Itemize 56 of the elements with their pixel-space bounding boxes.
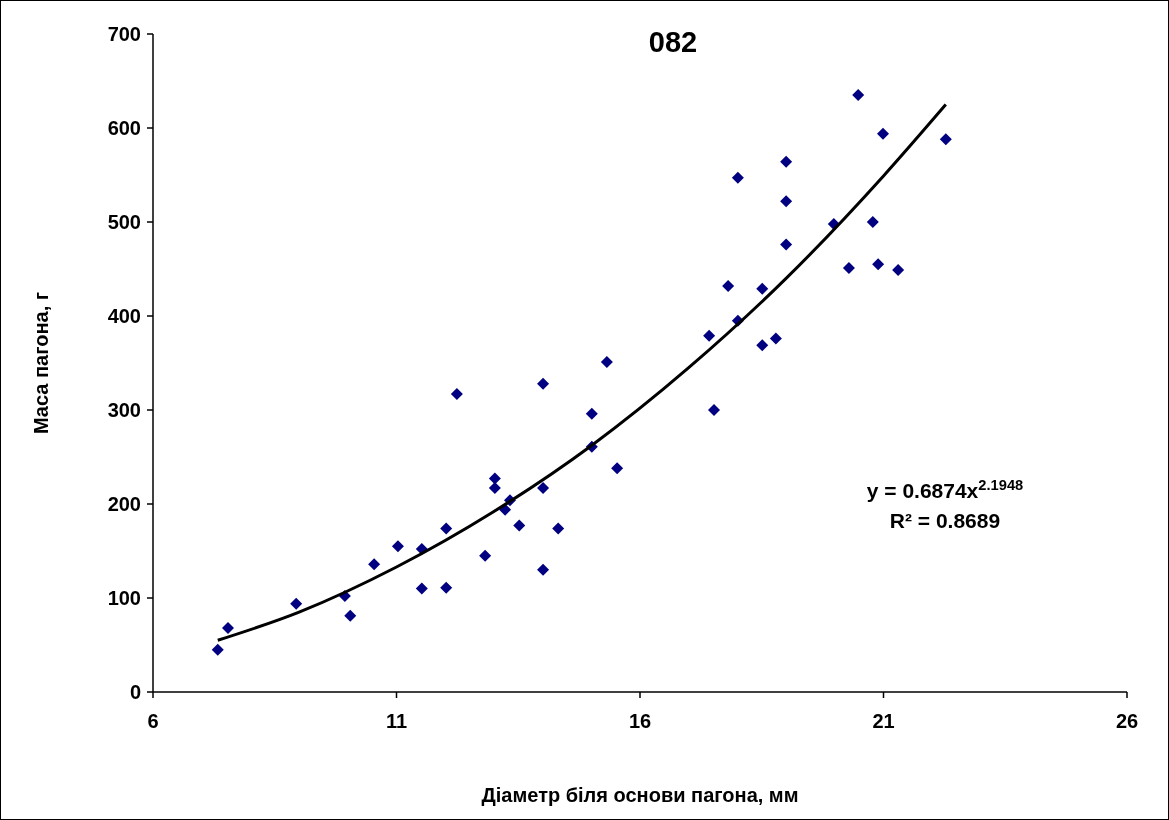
point xyxy=(585,407,598,420)
point xyxy=(872,258,885,271)
x-tick-label: 6 xyxy=(147,710,159,732)
point xyxy=(756,339,769,352)
point xyxy=(537,377,550,390)
chart-title: 082 xyxy=(648,26,698,58)
point xyxy=(708,404,721,416)
point xyxy=(731,171,744,184)
point xyxy=(537,482,550,495)
point xyxy=(780,155,793,168)
annotation: R² = 0.8689 xyxy=(889,509,1001,532)
point xyxy=(479,549,492,562)
point xyxy=(391,540,404,553)
y-tick-label: 0 xyxy=(129,681,141,703)
point xyxy=(513,519,526,532)
point xyxy=(703,329,716,342)
point xyxy=(440,581,453,594)
point xyxy=(780,238,793,251)
y-tick-label: 100 xyxy=(107,587,141,609)
point xyxy=(488,482,501,495)
x-axis-title: Діаметр біля основи пагона, мм xyxy=(481,784,799,806)
x-tick-label: 11 xyxy=(385,710,408,732)
y-axis-title: Маса пагона, г xyxy=(30,291,52,435)
point xyxy=(537,563,550,576)
point xyxy=(368,558,381,571)
y-tick-label: 600 xyxy=(107,117,141,139)
point xyxy=(877,127,890,140)
point xyxy=(756,282,769,295)
point xyxy=(780,195,793,208)
point xyxy=(344,609,357,622)
y-tick-label: 200 xyxy=(107,493,141,515)
point xyxy=(600,356,613,369)
x-tick-label: 16 xyxy=(628,710,652,732)
y-tick-label: 300 xyxy=(107,399,141,421)
point xyxy=(842,262,855,275)
point xyxy=(892,263,905,276)
annotation: y = 0.6874x$^{2.1948}$ xyxy=(866,477,1024,502)
point xyxy=(611,462,624,475)
y-tick-label: 700 xyxy=(107,23,141,45)
point xyxy=(852,89,865,102)
point xyxy=(722,279,735,292)
point xyxy=(488,472,501,485)
point xyxy=(866,216,879,228)
y-tick-label: 400 xyxy=(107,305,141,327)
x-tick-label: 21 xyxy=(872,710,895,732)
point xyxy=(450,388,463,401)
point xyxy=(769,332,782,345)
point xyxy=(552,522,565,535)
point xyxy=(939,133,952,146)
point xyxy=(211,643,224,656)
point xyxy=(222,622,234,635)
y-tick-label: 500 xyxy=(107,211,141,233)
point xyxy=(440,522,453,535)
point xyxy=(290,597,303,610)
point xyxy=(415,582,428,595)
x-tick-label: 26 xyxy=(1115,710,1139,732)
